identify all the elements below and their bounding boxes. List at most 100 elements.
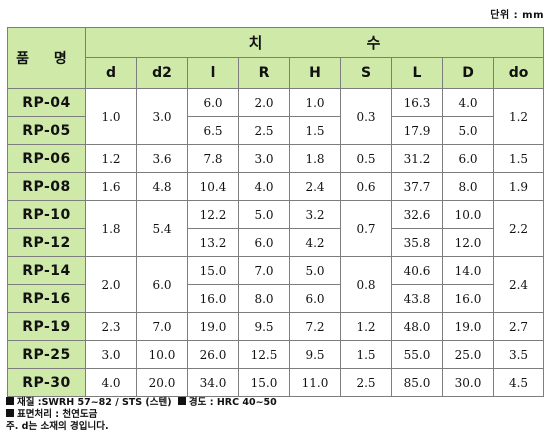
cell-d: 1.8 bbox=[85, 200, 137, 257]
cell-length: 43.8 bbox=[391, 284, 443, 313]
cell-d: 4.0 bbox=[85, 368, 137, 397]
cell-diameter: 4.0 bbox=[442, 88, 494, 117]
cell-l: 6.0 bbox=[187, 88, 239, 117]
cell-s: 0.6 bbox=[340, 172, 392, 201]
product-name: RP-06 bbox=[7, 144, 86, 173]
column-header-s: S bbox=[340, 57, 392, 89]
cell-diameter: 19.0 bbox=[442, 312, 494, 341]
cell-do: 3.5 bbox=[492, 340, 545, 369]
cell-r: 8.0 bbox=[238, 284, 290, 313]
column-header-r: R bbox=[238, 57, 290, 89]
product-name: RP-14 bbox=[7, 256, 86, 285]
column-header-d2: d2 bbox=[136, 57, 188, 89]
table-row: RP-10 1.8 5.4 12.2 5.0 3.2 0.7 32.6 10.0… bbox=[7, 200, 545, 257]
product-name: RP-04 bbox=[7, 88, 86, 117]
cell-length: 35.8 bbox=[391, 228, 443, 257]
cell-do: 1.5 bbox=[492, 144, 545, 173]
cell-do: 2.7 bbox=[492, 312, 545, 341]
cell-diameter: 5.0 bbox=[442, 116, 494, 145]
cell-r: 2.0 bbox=[238, 88, 290, 117]
notes: 재질 :SWRH 57~82 / STS (스텐) 경도 : HRC 40~50… bbox=[6, 397, 546, 433]
cell-l: 13.2 bbox=[187, 228, 239, 257]
product-name: RP-19 bbox=[7, 312, 86, 341]
cell-d: 1.6 bbox=[85, 172, 137, 201]
cell-s: 0.7 bbox=[340, 200, 392, 257]
cell-r: 4.0 bbox=[238, 172, 290, 201]
cell-d2: 7.0 bbox=[136, 312, 188, 341]
product-name-header: 품 명 bbox=[7, 27, 86, 89]
cell-s: 1.2 bbox=[340, 312, 392, 341]
cell-diameter: 16.0 bbox=[442, 284, 494, 313]
cell-d2: 3.0 bbox=[136, 88, 188, 145]
product-name: RP-25 bbox=[7, 340, 86, 369]
cell-do: 1.9 bbox=[492, 172, 545, 201]
column-header-length: L bbox=[391, 57, 443, 89]
cell-h: 1.8 bbox=[289, 144, 341, 173]
dimension-label-left: 치 bbox=[248, 34, 263, 52]
cell-r: 7.0 bbox=[238, 256, 290, 285]
square-bullet-icon bbox=[6, 397, 14, 405]
note-material: 재질 :SWRH 57~82 / STS (스텐) bbox=[17, 397, 172, 408]
cell-s: 1.5 bbox=[340, 340, 392, 369]
cell-r: 12.5 bbox=[238, 340, 290, 369]
cell-d: 3.0 bbox=[85, 340, 137, 369]
cell-length: 32.6 bbox=[391, 200, 443, 229]
cell-d2: 6.0 bbox=[136, 256, 188, 313]
column-header-h: H bbox=[289, 57, 341, 89]
note-hardness: 경도 : HRC 40~50 bbox=[188, 397, 277, 408]
cell-do: 1.2 bbox=[492, 88, 545, 145]
note-line-surface: 표면처리 : 천연도금 bbox=[6, 409, 546, 421]
cell-diameter: 12.0 bbox=[442, 228, 494, 257]
cell-h: 1.0 bbox=[289, 88, 341, 117]
cell-l: 10.4 bbox=[187, 172, 239, 201]
table-row: RP-16 16.0 8.0 6.0 43.8 16.0 bbox=[7, 284, 544, 313]
table-row: RP-06 1.2 3.6 7.8 3.0 1.8 0.5 31.2 6.0 1… bbox=[7, 144, 545, 173]
cell-do: 2.4 bbox=[492, 256, 545, 313]
cell-l: 6.5 bbox=[187, 116, 239, 145]
cell-l: 19.0 bbox=[187, 312, 239, 341]
cell-s: 2.5 bbox=[340, 368, 392, 397]
cell-h: 11.0 bbox=[289, 368, 341, 397]
unit-label: 단위 : mm bbox=[490, 10, 544, 21]
cell-r: 5.0 bbox=[238, 200, 290, 229]
cell-length: 48.0 bbox=[391, 312, 443, 341]
cell-l: 16.0 bbox=[187, 284, 239, 313]
cell-r: 2.5 bbox=[238, 116, 290, 145]
cell-length: 31.2 bbox=[391, 144, 443, 173]
cell-r: 15.0 bbox=[238, 368, 290, 397]
cell-diameter: 10.0 bbox=[442, 200, 494, 229]
cell-r: 9.5 bbox=[238, 312, 290, 341]
cell-length: 55.0 bbox=[391, 340, 443, 369]
cell-length: 17.9 bbox=[391, 116, 443, 145]
dimension-label-right: 수 bbox=[366, 34, 381, 52]
cell-d2: 5.4 bbox=[136, 200, 188, 257]
table-row: RP-25 3.0 10.0 26.0 12.5 9.5 1.5 55.0 25… bbox=[7, 340, 545, 369]
note-surface: 표면처리 : 천연도금 bbox=[17, 409, 98, 420]
table-row: RP-08 1.6 4.8 10.4 4.0 2.4 0.6 37.7 8.0 … bbox=[7, 172, 545, 201]
cell-h: 4.2 bbox=[289, 228, 341, 257]
cell-diameter: 30.0 bbox=[442, 368, 494, 397]
column-header-do: do bbox=[492, 57, 545, 89]
cell-l: 12.2 bbox=[187, 200, 239, 229]
table-row: RP-05 6.5 2.5 1.5 17.9 5.0 bbox=[7, 116, 544, 145]
note-remark: 주. d는 소재의 경입니다. bbox=[6, 421, 109, 432]
product-name: RP-12 bbox=[7, 228, 86, 257]
cell-l: 15.0 bbox=[187, 256, 239, 285]
cell-h: 5.0 bbox=[289, 256, 341, 285]
cell-d: 2.0 bbox=[85, 256, 137, 313]
column-header-d: d bbox=[85, 57, 137, 89]
table-row: RP-14 2.0 6.0 15.0 7.0 5.0 0.8 40.6 14.0… bbox=[7, 256, 545, 313]
cell-do: 2.2 bbox=[492, 200, 545, 257]
cell-length: 85.0 bbox=[391, 368, 443, 397]
cell-length: 16.3 bbox=[391, 88, 443, 117]
cell-h: 2.4 bbox=[289, 172, 341, 201]
product-name: RP-05 bbox=[7, 116, 86, 145]
table-row: RP-12 13.2 6.0 4.2 35.8 12.0 bbox=[7, 228, 544, 257]
cell-h: 3.2 bbox=[289, 200, 341, 229]
cell-length: 40.6 bbox=[391, 256, 443, 285]
cell-l: 7.8 bbox=[187, 144, 239, 173]
cell-diameter: 14.0 bbox=[442, 256, 494, 285]
product-name: RP-30 bbox=[7, 368, 86, 397]
